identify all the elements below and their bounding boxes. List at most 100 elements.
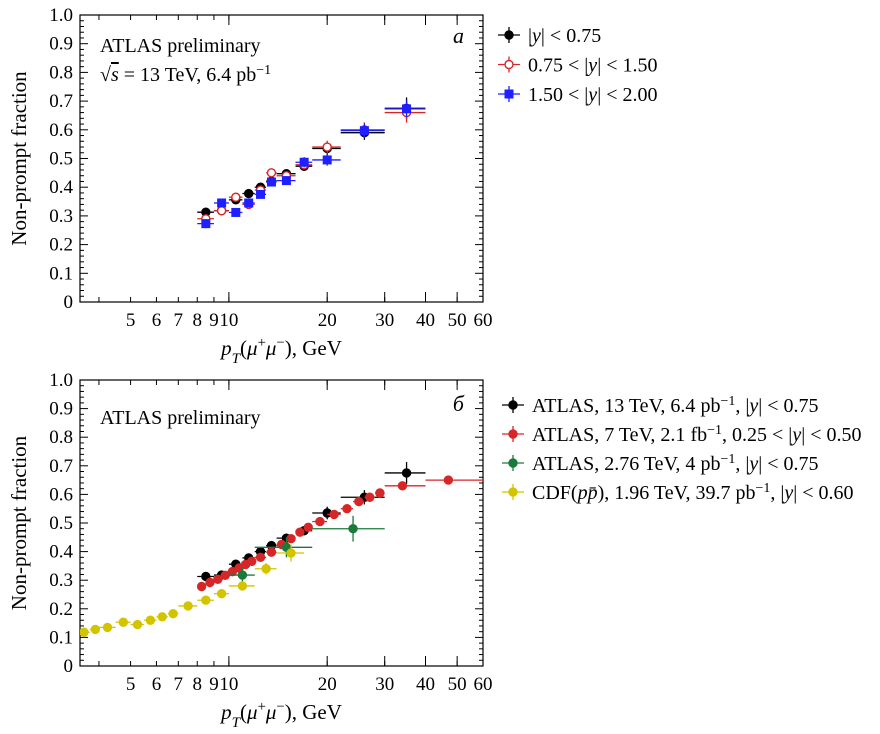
data-point bbox=[397, 481, 408, 491]
data-point bbox=[401, 468, 412, 478]
y-tick-label: 0.4 bbox=[49, 177, 73, 198]
x-tick-label: 9 bbox=[209, 674, 219, 695]
data-point bbox=[281, 176, 291, 186]
data-point bbox=[244, 188, 254, 199]
x-axis-label: pT(μ+μ−), GeV bbox=[219, 335, 342, 367]
x-tick-label: 10 bbox=[219, 310, 238, 331]
data-point bbox=[261, 564, 271, 574]
x-tick-label: 8 bbox=[192, 674, 202, 695]
data-point bbox=[213, 574, 223, 585]
data-point bbox=[303, 522, 313, 532]
legend-marker bbox=[504, 30, 514, 40]
x-tick-label: 7 bbox=[174, 310, 184, 331]
y-tick-label: 0.7 bbox=[49, 91, 73, 112]
data-point bbox=[201, 219, 211, 229]
y-tick-label: 0.1 bbox=[49, 627, 73, 648]
x-tick-label: 60 bbox=[474, 310, 493, 331]
y-tick-label: 0 bbox=[64, 656, 74, 677]
y-tick-label: 1.0 bbox=[49, 370, 73, 391]
legend-marker bbox=[508, 400, 518, 410]
data-point bbox=[196, 581, 207, 592]
data-point bbox=[315, 516, 325, 527]
data-point bbox=[216, 206, 227, 216]
panel-label: б bbox=[453, 391, 465, 416]
y-axis-label: Non-prompt fraction bbox=[7, 71, 31, 246]
data-point bbox=[322, 142, 332, 152]
legend-entry: 1.50 < |y| < 2.00 bbox=[498, 84, 657, 106]
data-point bbox=[322, 155, 332, 165]
x-tick-label: 50 bbox=[448, 674, 467, 695]
legend-label: ATLAS, 13 TeV, 6.4 pb−1, |y| < 0.75 bbox=[532, 394, 819, 418]
x-tick-label: 5 bbox=[126, 674, 136, 695]
data-point bbox=[299, 157, 309, 167]
y-tick-label: 0.4 bbox=[49, 542, 73, 563]
series-3 bbox=[80, 544, 305, 637]
chart-panel-a: 0 0.1 0.2 0.3 0.4 0.5 0.6 0.7 0.8 0.9 1.0 5 6 7 8 9 10 20… bbox=[7, 5, 493, 367]
data-point bbox=[168, 608, 178, 619]
y-tick-label: 0.8 bbox=[49, 62, 73, 83]
legend-entry: 0.75 < |y| < 1.50 bbox=[498, 55, 657, 77]
legend-entry: ATLAS, 2.76 TeV, 4 pb−1, |y| < 0.75 bbox=[502, 452, 819, 476]
y-tick-label: 0.8 bbox=[49, 427, 73, 448]
data-point bbox=[90, 624, 101, 635]
data-point bbox=[205, 577, 215, 588]
y-tick-label: 0.2 bbox=[49, 235, 73, 256]
legend-label: CDF(pp̄), 1.96 TeV, 39.7 pb−1, |y| < 0.6… bbox=[532, 481, 854, 505]
legend-label: 0.75 < |y| < 1.50 bbox=[528, 55, 657, 77]
data-point bbox=[402, 104, 412, 114]
y-tick-label: 0.5 bbox=[49, 149, 73, 170]
legend-label: |y| < 0.75 bbox=[528, 25, 601, 47]
x-tick-label: 40 bbox=[416, 674, 435, 695]
plot-frame bbox=[79, 14, 484, 303]
annotation: √s = 13 TeV, 6.4 pb−1 bbox=[100, 63, 271, 87]
x-tick-label: 7 bbox=[174, 674, 184, 695]
series-2 bbox=[228, 515, 385, 583]
data-point bbox=[266, 168, 277, 178]
data-point bbox=[443, 475, 454, 485]
data-point bbox=[145, 615, 156, 625]
data-point bbox=[342, 504, 352, 514]
x-tick-label: 9 bbox=[209, 310, 219, 331]
data-point bbox=[231, 207, 241, 217]
data-point bbox=[247, 556, 257, 567]
x-tick-label: 60 bbox=[474, 674, 493, 695]
data-point bbox=[286, 548, 296, 558]
data-point bbox=[348, 524, 358, 534]
x-tick-label: 30 bbox=[375, 310, 394, 331]
data-point bbox=[375, 488, 385, 498]
data-point bbox=[231, 192, 241, 202]
legend-marker bbox=[508, 487, 518, 497]
data-point bbox=[365, 492, 375, 502]
x-tick-label: 8 bbox=[192, 310, 202, 331]
x-tick-label: 30 bbox=[375, 674, 394, 695]
data-point bbox=[329, 509, 339, 520]
x-tick-label: 10 bbox=[219, 674, 238, 695]
data-point bbox=[256, 189, 266, 199]
data-point bbox=[266, 177, 276, 187]
legend-label: ATLAS, 2.76 TeV, 4 pb−1, |y| < 0.75 bbox=[532, 452, 819, 476]
x-tick-label: 6 bbox=[152, 310, 162, 331]
y-tick-label: 0.3 bbox=[49, 570, 73, 591]
x-tick-label: 40 bbox=[416, 310, 435, 331]
legend-marker bbox=[508, 458, 518, 468]
x-tick-label: 50 bbox=[448, 310, 467, 331]
data-point bbox=[237, 570, 248, 580]
data-point bbox=[354, 496, 364, 507]
y-tick-label: 0.9 bbox=[49, 399, 73, 420]
y-tick-label: 0.9 bbox=[49, 34, 73, 55]
legend-marker bbox=[504, 59, 514, 70]
data-layer bbox=[197, 97, 426, 229]
y-tick-label: 0.2 bbox=[49, 599, 73, 620]
data-point bbox=[286, 534, 296, 544]
legend-label: ATLAS, 7 TeV, 2.1 fb−1, 0.25 < |y| < 0.5… bbox=[532, 423, 862, 447]
data-point bbox=[359, 126, 369, 136]
y-tick-label: 0.1 bbox=[49, 263, 73, 284]
data-point bbox=[244, 198, 254, 208]
y-axis-label: Non-prompt fraction bbox=[7, 435, 31, 610]
legend-marker bbox=[504, 89, 514, 99]
series-2 bbox=[197, 100, 426, 229]
data-point bbox=[132, 619, 143, 630]
x-tick-label: 5 bbox=[126, 310, 136, 331]
y-tick-label: 1.0 bbox=[49, 5, 73, 26]
